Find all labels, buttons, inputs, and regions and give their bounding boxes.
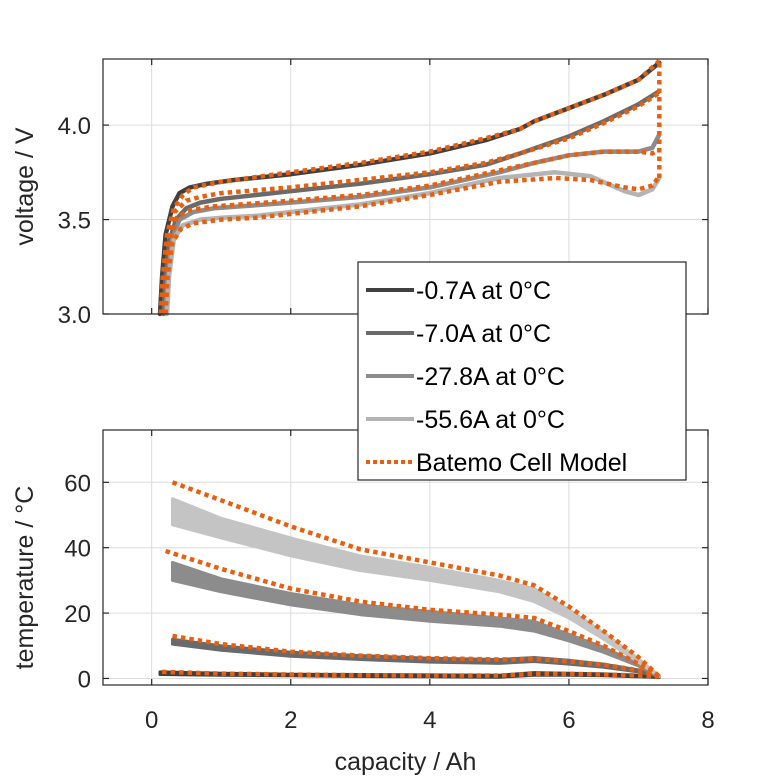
legend-label: -27.8A at 0°C xyxy=(416,363,565,391)
y-tick-label: 3.0 xyxy=(58,302,91,329)
y-tick-label: 40 xyxy=(64,536,91,563)
x-tick-label: 0 xyxy=(145,707,158,734)
series-batemo-model-27-8a-at-0-c xyxy=(164,548,661,679)
temperature-grid xyxy=(103,430,709,685)
legend-item: Batemo Cell Model xyxy=(366,449,627,477)
legend-label: Batemo Cell Model xyxy=(416,449,627,477)
x-tick-label: 6 xyxy=(562,707,575,734)
legend: -0.7A at 0°C -7.0A at 0°C -27.8A at 0°C -55… xyxy=(357,261,687,481)
series-batemo-model-27-8a-at-0-c xyxy=(161,147,661,315)
voltage-axis-label: voltage / V xyxy=(11,127,39,245)
capacity-axis-label: capacity / Ah xyxy=(335,748,477,776)
y-tick-label: 20 xyxy=(64,601,91,628)
series-batemo-model-0-7a-at-0-c xyxy=(162,669,660,679)
y-tick-label: 0 xyxy=(78,666,91,693)
legend-label: -7.0A at 0°C xyxy=(416,320,551,348)
legend-label: -0.7A at 0°C xyxy=(416,277,551,305)
legend-item: -55.6A at 0°C xyxy=(366,406,565,434)
y-tick-label: 3.5 xyxy=(58,208,91,235)
series-batemo-model-7-0a-at-0-c xyxy=(172,633,660,678)
legend-items: -0.7A at 0°C -7.0A at 0°C -27.8A at 0°C -55… xyxy=(366,277,627,477)
series-batemo-model-7-0a-at-0-c xyxy=(159,91,661,315)
legend-item: -27.8A at 0°C xyxy=(366,363,565,391)
legend-label: -55.6A at 0°C xyxy=(416,406,565,434)
temperature-panel: 0 2 4 6 8 0 20 40 60 temperature / °C capacity /… xyxy=(11,429,715,776)
voltage-series xyxy=(157,59,662,317)
legend-box xyxy=(357,261,687,481)
temperature-ticks: 0 2 4 6 8 0 20 40 60 xyxy=(64,430,715,734)
x-tick-label: 2 xyxy=(284,707,297,734)
legend-item: -0.7A at 0°C xyxy=(366,277,551,305)
x-tick-label: 4 xyxy=(423,707,436,734)
y-tick-label: 60 xyxy=(64,470,91,497)
x-tick-label: 8 xyxy=(701,707,714,734)
temperature-axis-label: temperature / °C xyxy=(11,486,39,670)
temperature-series xyxy=(158,480,661,679)
y-tick-label: 4.0 xyxy=(58,113,91,140)
legend-item: -7.0A at 0°C xyxy=(366,320,551,348)
series-batemo-model-55-6a-at-0-c xyxy=(171,480,661,679)
